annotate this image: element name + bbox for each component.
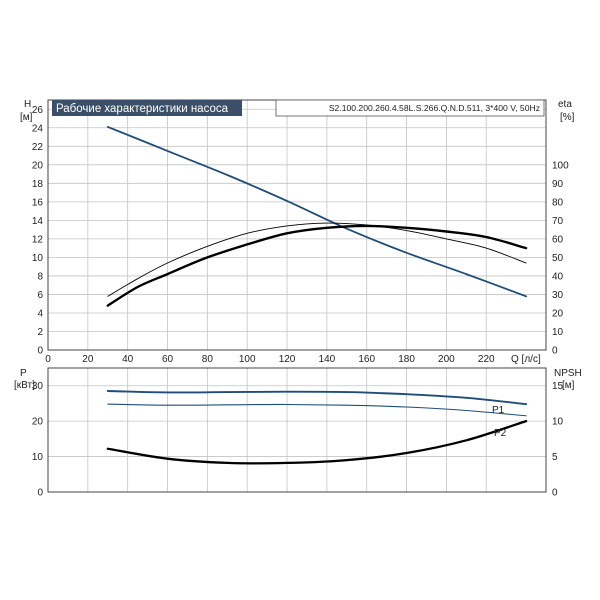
y-tick-label: 18	[32, 179, 44, 190]
y-tick-label: 10	[32, 253, 44, 264]
x-tick-label: 120	[279, 354, 296, 365]
power-npsh-panel: 0 10 20 30 0 5 10 15 P [кВт] NPSH [м] P1 P2	[14, 367, 582, 499]
y2-tick-label: 15	[552, 381, 564, 392]
head-efficiency-panel: 0 20 40 60 80 100 120 140 160 180 200 2200246810121…	[20, 99, 575, 365]
y2-tick-label: 5	[552, 452, 558, 463]
y2-tick-label: 100	[552, 160, 569, 171]
x-tick-label: 60	[162, 354, 174, 365]
y-tick-label: 0	[37, 346, 43, 357]
y-axis-unit-p: [кВт]	[14, 380, 35, 391]
y-tick-label: 24	[32, 123, 44, 134]
power-curve-p1	[106, 390, 528, 406]
x-tick-label: 20	[82, 354, 94, 365]
series-label-p1: P1	[492, 405, 505, 416]
y2-tick-label: 10	[552, 327, 564, 338]
y2-tick-label: 80	[552, 197, 564, 208]
x-tick-label: 40	[122, 354, 134, 365]
y-axis-unit-h: [м]	[20, 112, 33, 123]
y2-tick-label: 30	[552, 290, 564, 301]
title-box	[52, 100, 242, 116]
y-tick-label: 26	[32, 105, 44, 116]
y2-tick-label: 90	[552, 179, 564, 190]
y-tick-label: 30	[32, 381, 44, 392]
top-curves	[106, 126, 528, 307]
y-tick-label: 14	[32, 216, 44, 227]
bottom-curves	[106, 390, 528, 465]
series-label-p2: P2	[494, 428, 507, 439]
x-tick-label: 80	[202, 354, 214, 365]
y-tick-label: 16	[32, 197, 44, 208]
x-tick-label: 200	[438, 354, 455, 365]
y-tick-label: 20	[32, 417, 44, 428]
x-axis-label-q: Q [л/с]	[511, 354, 541, 365]
y2-tick-label: 10	[552, 417, 564, 428]
pump-model-label: S2.100.200.260.4.58L.S.266.Q.N.D.511, 3*…	[329, 103, 540, 113]
efficiency-curve-thin	[107, 222, 527, 297]
x-tick-label: 180	[398, 354, 415, 365]
y2-tick-label: 50	[552, 253, 564, 264]
bottom-tick-labels: 0 10 20 30 0 5 10 15	[32, 381, 564, 498]
y2-axis-label-eta: eta	[558, 99, 572, 110]
top-tick-labels: 0 20 40 60 80 100 120 140 160 180 200 2200246810121…	[32, 105, 569, 365]
y2-tick-label: 0	[552, 488, 558, 499]
head-curve	[106, 126, 527, 298]
y2-tick-label: 0	[552, 346, 558, 357]
x-tick-label: 220	[478, 354, 495, 365]
y-tick-label: 8	[37, 271, 43, 282]
y-tick-label: 20	[32, 160, 44, 171]
power-curve-p2	[107, 403, 527, 417]
npsh-curve	[106, 419, 528, 465]
x-tick-label: 100	[239, 354, 256, 365]
y2-axis-unit-npsh: [м]	[562, 380, 575, 391]
y-axis-label-p: P	[20, 368, 27, 379]
subtitle-box	[275, 99, 545, 117]
efficiency-curve-thick	[106, 224, 528, 307]
x-tick-label: 140	[319, 354, 336, 365]
y-tick-label: 2	[37, 327, 43, 338]
bottom-plot-area	[48, 368, 546, 492]
x-tick-label: 0	[45, 354, 51, 365]
top-gridlines	[47, 100, 546, 351]
y2-axis-unit-eta: [%]	[560, 112, 575, 123]
bottom-plot-frame	[47, 367, 547, 493]
y-tick-label: 4	[37, 308, 43, 319]
y-tick-label: 0	[37, 488, 43, 499]
chart-title: Рабочие характеристики насоса	[56, 103, 229, 115]
y-tick-label: 22	[32, 142, 44, 153]
y-tick-label: 6	[37, 290, 43, 301]
y2-tick-label: 20	[552, 308, 564, 319]
y-tick-label: 12	[32, 234, 44, 245]
y-axis-label-h: H	[24, 99, 31, 110]
y2-tick-label: 40	[552, 271, 564, 282]
y-tick-label: 10	[32, 452, 44, 463]
x-tick-label: 160	[358, 354, 375, 365]
y2-tick-label: 60	[552, 234, 564, 245]
y2-axis-label-npsh: NPSH	[554, 368, 582, 379]
y2-tick-label: 70	[552, 216, 564, 227]
